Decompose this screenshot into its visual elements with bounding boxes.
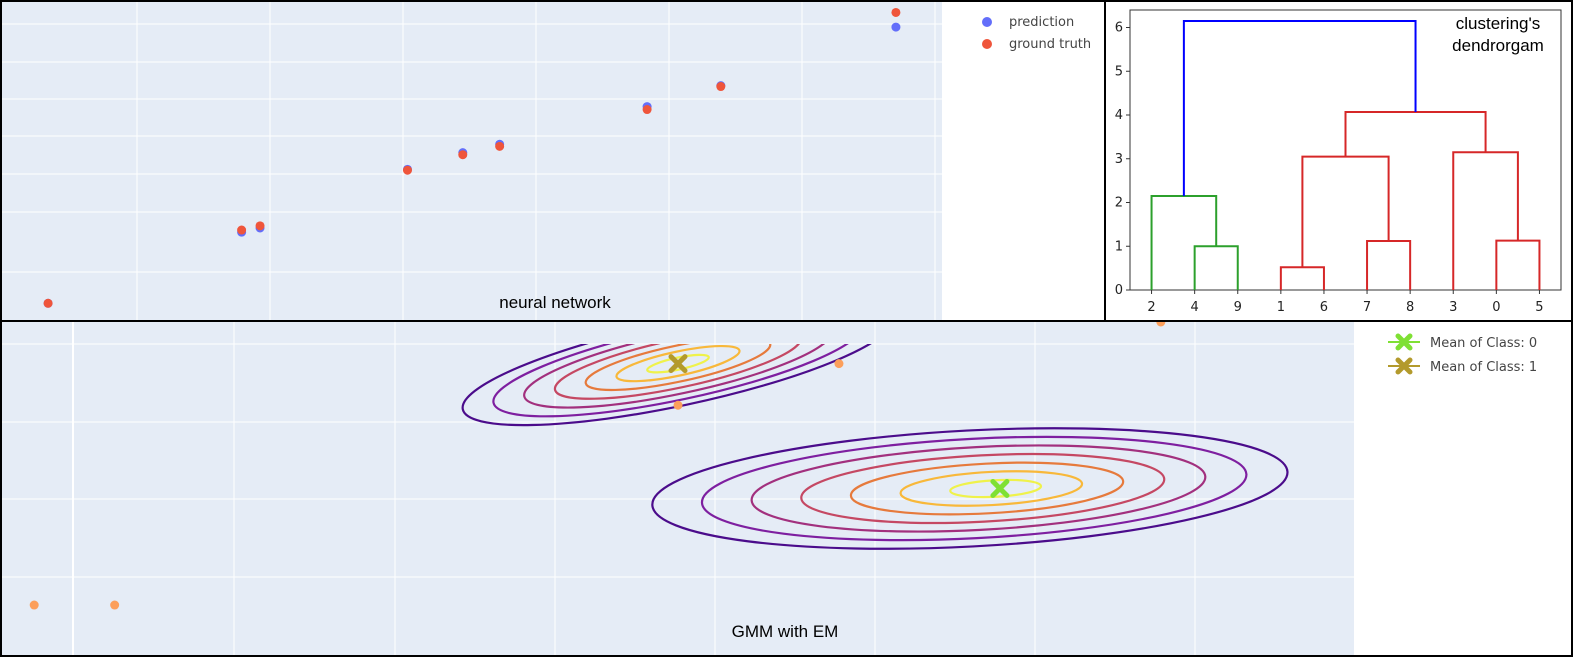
contour-line bbox=[899, 470, 1084, 507]
dendrogram-link bbox=[1301, 155, 1390, 268]
data-point bbox=[29, 600, 39, 610]
y-tick-label: 6 bbox=[1115, 21, 1123, 36]
leaf-label: 8 bbox=[1406, 300, 1414, 315]
y-tick-label: 1 bbox=[1115, 239, 1123, 254]
leaf-label: 6 bbox=[1320, 300, 1328, 315]
contour-line bbox=[949, 478, 1043, 499]
contour-line bbox=[646, 353, 710, 374]
gmm-panel: Mean of Class: 0 Mean of Class: 1 GMM with… bbox=[0, 320, 1573, 657]
contour-line bbox=[615, 344, 741, 383]
contour-line bbox=[700, 435, 1248, 542]
scatter-point-ground-truth bbox=[237, 225, 247, 235]
scatter-point-ground-truth bbox=[458, 150, 468, 160]
contour-line bbox=[750, 444, 1207, 533]
contour-line bbox=[651, 427, 1289, 550]
leaf-label: 4 bbox=[1191, 300, 1199, 315]
scatter-point-ground-truth bbox=[43, 298, 53, 308]
y-tick-label: 0 bbox=[1115, 283, 1123, 298]
neural-network-panel: prediction ground truth neural network bbox=[0, 0, 1106, 322]
legend-marker bbox=[982, 39, 992, 49]
leaf-label: 5 bbox=[1535, 300, 1543, 315]
y-tick-label: 2 bbox=[1115, 196, 1123, 211]
contour-line bbox=[553, 344, 803, 400]
contour-line bbox=[849, 461, 1125, 516]
data-point bbox=[1156, 322, 1166, 327]
contour-line bbox=[800, 452, 1166, 525]
chart-title: clustering's bbox=[1456, 14, 1541, 33]
leaf-label: 9 bbox=[1234, 300, 1242, 315]
legend-marker bbox=[982, 17, 992, 27]
contour-line bbox=[461, 344, 895, 427]
dendrogram-panel: 0 1 2 3 4 5 6 2 4 9 1 6 7 8 3 0 5 clustering's dendrorgam bbox=[1104, 0, 1573, 324]
chart-title: dendrorgam bbox=[1452, 36, 1544, 55]
dendrogram-link bbox=[1495, 239, 1541, 290]
leaf-label: 7 bbox=[1363, 300, 1371, 315]
leaf-label: 0 bbox=[1492, 300, 1500, 315]
gmm-chart: Mean of Class: 0 Mean of Class: 1 GMM with… bbox=[2, 322, 1537, 655]
scatter-point-ground-truth bbox=[402, 165, 412, 175]
plot-background bbox=[2, 322, 1354, 655]
mean-marker-class-0 bbox=[990, 479, 1010, 498]
chart-caption: GMM with EM bbox=[732, 622, 839, 641]
y-tick-label: 3 bbox=[1115, 152, 1123, 167]
neural-network-chart: prediction ground truth neural network bbox=[2, 2, 1091, 320]
legend-marker bbox=[1395, 357, 1413, 375]
data-point bbox=[110, 600, 120, 610]
legend-label: Mean of Class: 0 bbox=[1430, 336, 1537, 351]
scatter-point-ground-truth bbox=[891, 7, 901, 17]
data-point bbox=[834, 359, 844, 369]
contour-group bbox=[461, 344, 1289, 550]
contour-line bbox=[492, 344, 864, 418]
dendrogram-link bbox=[1344, 110, 1487, 157]
data-point bbox=[673, 400, 683, 410]
legend-label: prediction bbox=[1009, 15, 1074, 30]
contour-line bbox=[584, 344, 772, 392]
mean-marker-class-1 bbox=[668, 354, 688, 374]
legend-label: ground truth bbox=[1009, 37, 1091, 52]
scatter-point-prediction bbox=[891, 22, 901, 32]
legend-label: Mean of Class: 1 bbox=[1430, 360, 1537, 375]
scatter-point-ground-truth bbox=[716, 82, 726, 92]
scatter-point-ground-truth bbox=[642, 105, 652, 115]
contour-line bbox=[523, 344, 833, 409]
y-tick-label: 5 bbox=[1115, 64, 1123, 79]
y-tick-label: 4 bbox=[1115, 108, 1123, 123]
dendrogram-link bbox=[1182, 19, 1417, 196]
plot-background bbox=[2, 2, 942, 320]
dendrogram-link bbox=[1452, 151, 1519, 290]
dendrogram-chart: 0 1 2 3 4 5 6 2 4 9 1 6 7 8 3 0 5 clustering's dendrorgam bbox=[1115, 9, 1562, 315]
leaf-label: 1 bbox=[1277, 300, 1285, 315]
scatter-point-ground-truth bbox=[495, 141, 505, 151]
chart-caption: neural network bbox=[499, 293, 611, 312]
dendrogram-link bbox=[1150, 194, 1218, 290]
leaf-label: 3 bbox=[1449, 300, 1457, 315]
scatter-point-ground-truth bbox=[255, 221, 265, 231]
legend-marker bbox=[1395, 333, 1413, 351]
leaf-label: 2 bbox=[1147, 300, 1155, 315]
